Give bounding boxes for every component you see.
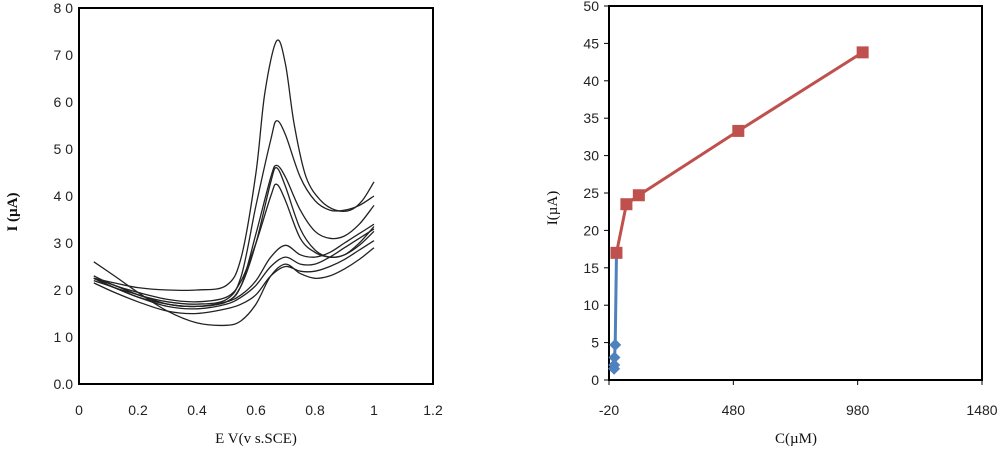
chart2-x-axis-label: C(µM) — [775, 431, 817, 447]
chart1-y-tick-label: 8 0 — [54, 0, 74, 16]
calibration-chart: -20 480 980 1480 0 5 10 15 20 25 30 35 40 45 50 C(µM)… — [545, 0, 998, 447]
chart2-y-tick-label: 20 — [583, 222, 599, 238]
chart1-x-tick-label: 0 — [75, 402, 83, 418]
chart2-diamond-marker — [608, 359, 621, 372]
chart1-y-tick-label: 6 0 — [54, 94, 74, 110]
chart2-x-tick-label: -20 — [599, 402, 619, 418]
chart2-y-tick-label: 40 — [583, 73, 599, 89]
chart2-y-tick-label: 15 — [583, 260, 599, 276]
chart1-y-tick-label: 4 0 — [54, 188, 74, 204]
chart1-series-line-8 — [93, 120, 375, 305]
chart2-square-marker — [856, 46, 869, 59]
chart1-y-tick-label: 7 0 — [54, 47, 74, 63]
chart2-square-marker — [632, 189, 645, 202]
chart1-y-axis-label: I (µA) — [5, 192, 21, 231]
chart2-y-tick-label: 35 — [583, 110, 599, 126]
voltammogram-chart: 0 0.2 0.4 0.6 0.8 1 1.2 0.0 1 0 2 0 3 0 4 0 5 0 6 0 7… — [5, 0, 443, 447]
chart1-x-tick-label: 0.2 — [128, 402, 148, 418]
chart2-plot-frame — [608, 5, 983, 381]
chart1-x-tick-label: 0.8 — [305, 402, 325, 418]
chart1-series-line-3 — [93, 228, 375, 310]
chart1-x-tick-label: 1 — [370, 402, 378, 418]
chart2-y-axis-label: I(µA) — [545, 191, 561, 225]
chart1-x-axis-label: E V(v s.SCE) — [215, 431, 297, 447]
chart2-y-tick-label: 45 — [583, 35, 599, 51]
chart2-diamond-marker — [608, 351, 621, 364]
chart1-x-tick-label: 0.4 — [187, 402, 207, 418]
chart1-y-tick-label: 3 0 — [54, 235, 74, 251]
chart2-x-tick-label: 1480 — [966, 402, 997, 418]
chart2-y-tick-label: 50 — [583, 0, 599, 14]
chart1-y-tick-label: 2 0 — [54, 282, 74, 298]
chart1-x-tick-label: 1.2 — [423, 402, 443, 418]
chart1-y-tick-label: 5 0 — [54, 141, 74, 157]
chart1-plot-frame — [78, 7, 434, 385]
chart2-y-tick-label: 10 — [583, 297, 599, 313]
chart1-y-tick-label: 0.0 — [54, 376, 74, 392]
chart1-x-tick-label: 0.6 — [246, 402, 266, 418]
chart2-y-tick-label: 5 — [591, 335, 599, 351]
chart2-square-marker — [610, 246, 623, 259]
chart1-series-line-7 — [93, 164, 375, 308]
chart2-y-tick-label: 25 — [583, 185, 599, 201]
chart2-y-tick-label: 0 — [591, 372, 599, 388]
chart2-y-tick-label: 30 — [583, 148, 599, 164]
chart2-diamond-marker — [609, 338, 622, 351]
chart2-x-tick-label: 480 — [722, 402, 746, 418]
chart2-x-tick-label: 980 — [846, 402, 870, 418]
chart1-series-line-9 — [93, 39, 375, 292]
chart2-square-marker — [732, 124, 745, 137]
chart2-square-marker — [620, 198, 633, 211]
chart1-series-line-2 — [93, 240, 375, 315]
chart1-y-tick-label: 1 0 — [54, 329, 74, 345]
